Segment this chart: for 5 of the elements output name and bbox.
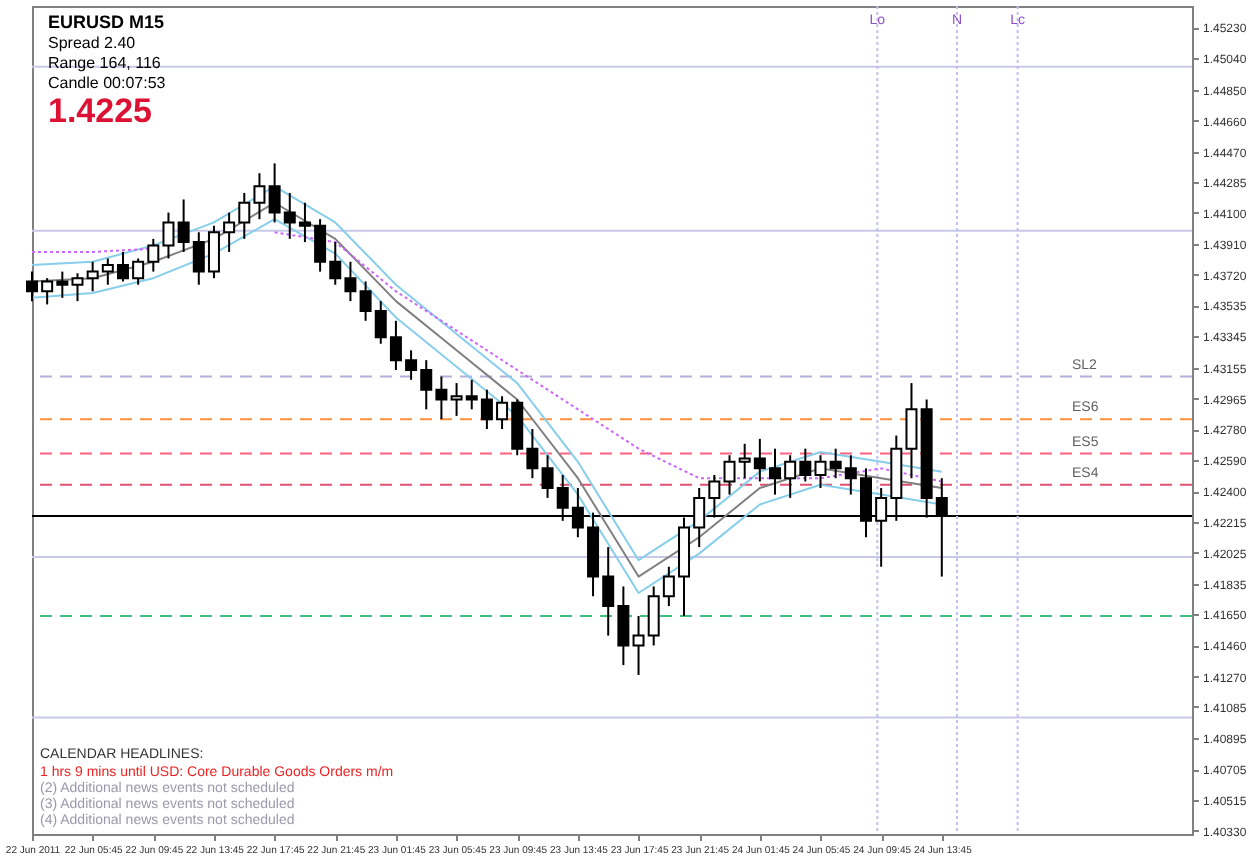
annotation: Candle 00:07:53 — [48, 74, 167, 92]
annotation: 1.4225 — [48, 92, 152, 130]
annotation: Spread 2.40 — [48, 34, 137, 52]
chart-title: EURUSD M15 — [48, 12, 165, 32]
annotation: Range 164, 116 — [48, 54, 162, 72]
